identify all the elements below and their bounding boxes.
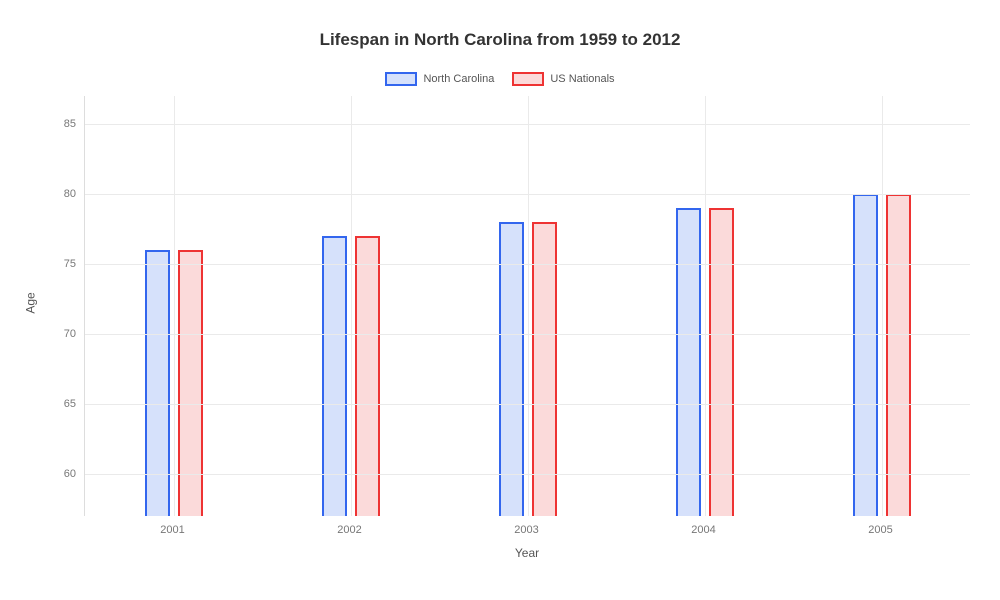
bar bbox=[499, 222, 524, 516]
chart-title: Lifespan in North Carolina from 1959 to … bbox=[30, 30, 970, 50]
bar bbox=[676, 208, 701, 516]
bar bbox=[709, 208, 734, 516]
y-axis: Age 606570758085 bbox=[30, 96, 84, 516]
plot-area bbox=[84, 96, 970, 516]
v-gridline bbox=[882, 96, 883, 516]
x-tick: 2001 bbox=[160, 524, 184, 536]
legend-item-1: US Nationals bbox=[512, 72, 614, 86]
x-tick: 2003 bbox=[514, 524, 538, 536]
plot-wrap: Age 606570758085 bbox=[30, 96, 970, 516]
bar bbox=[178, 250, 203, 516]
x-tick: 2002 bbox=[337, 524, 361, 536]
legend-swatch-0 bbox=[385, 72, 417, 86]
legend-item-0: North Carolina bbox=[385, 72, 494, 86]
x-tick: 2005 bbox=[868, 524, 892, 536]
bar bbox=[532, 222, 557, 516]
bar bbox=[886, 194, 911, 516]
v-gridline bbox=[528, 96, 529, 516]
bar bbox=[145, 250, 170, 516]
x-tick: 2004 bbox=[691, 524, 715, 536]
v-gridline bbox=[351, 96, 352, 516]
v-gridline bbox=[174, 96, 175, 516]
legend-swatch-1 bbox=[512, 72, 544, 86]
v-gridline bbox=[705, 96, 706, 516]
legend: North Carolina US Nationals bbox=[30, 72, 970, 86]
x-axis: Year 2001 2002 2003 2004 2005 bbox=[84, 516, 970, 566]
legend-label-1: US Nationals bbox=[550, 73, 614, 85]
legend-label-0: North Carolina bbox=[423, 73, 494, 85]
bar bbox=[853, 194, 878, 516]
chart-container: Lifespan in North Carolina from 1959 to … bbox=[0, 0, 1000, 600]
y-axis-label: Age bbox=[24, 292, 38, 313]
x-axis-label: Year bbox=[84, 546, 970, 560]
